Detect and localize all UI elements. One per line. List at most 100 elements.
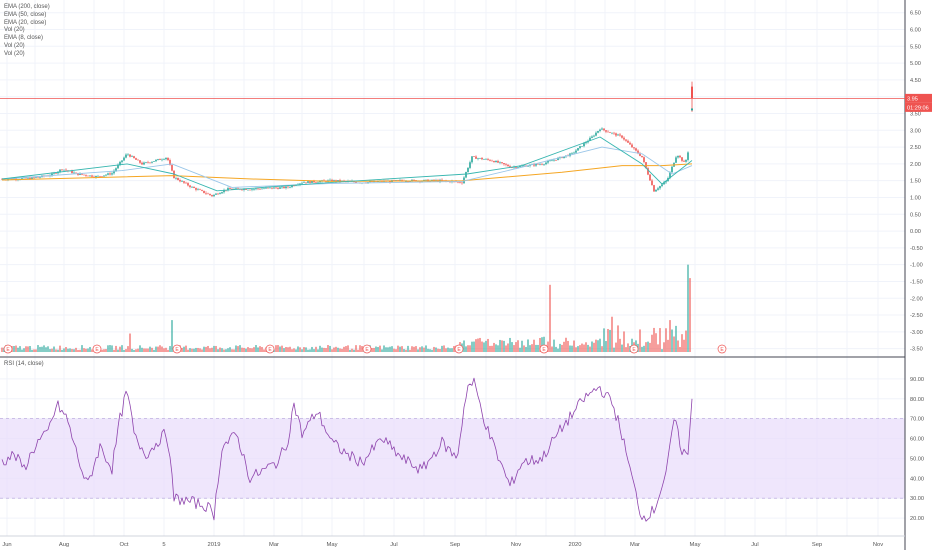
volume-bar — [293, 348, 295, 352]
rsi-pane-label[interactable]: RSI (14, close) — [4, 361, 44, 367]
price-candle — [609, 132, 611, 133]
price-candle — [65, 169, 67, 171]
price-axis[interactable]: 6.506.005.505.004.504.003.503.002.502.00… — [910, 11, 923, 353]
price-candle — [313, 180, 315, 183]
price-candle — [473, 156, 475, 157]
price-candle — [81, 173, 83, 175]
price-candle — [127, 154, 129, 156]
volume-bar — [443, 345, 445, 352]
rsi-axis-tick: 60.00 — [910, 437, 924, 443]
volume-bar — [127, 346, 129, 352]
volume-bar — [107, 345, 109, 352]
price-candle — [685, 159, 687, 162]
last-price-label: 3.95 — [907, 96, 918, 102]
volume-bar — [485, 340, 487, 352]
volume-bar — [133, 349, 135, 352]
price-candle — [87, 175, 89, 177]
volume-bar — [525, 346, 527, 352]
volume-bar — [473, 341, 475, 352]
price-candle — [541, 164, 543, 165]
volume-bar — [327, 345, 329, 352]
legend-item[interactable]: EMA (200, close) — [4, 4, 50, 10]
price-candle — [137, 159, 139, 161]
price-candle — [99, 175, 101, 177]
volume-bar — [393, 348, 395, 352]
price-candle — [209, 193, 211, 196]
legend-item[interactable]: Vol (20) — [4, 27, 25, 34]
price-candle — [481, 157, 483, 160]
volume-bar — [79, 349, 81, 352]
rsi-axis[interactable]: 90.00 80.00 70.00 60.00 50.00 40.00 30.00 20.00 — [910, 377, 924, 522]
volume-bar — [241, 347, 243, 352]
price-candle — [659, 186, 661, 189]
legend-item[interactable]: EMA (20, close) — [4, 19, 47, 26]
volume-bar — [351, 348, 353, 352]
volume-bar — [423, 347, 425, 352]
price-candle — [147, 162, 149, 163]
price-candle — [597, 130, 599, 133]
volume-bar — [499, 339, 501, 352]
volume-bar — [509, 337, 511, 352]
price-candle — [543, 164, 545, 165]
price-candle — [265, 187, 267, 189]
last-price-tag — [905, 93, 932, 103]
volume-bar — [491, 345, 493, 352]
volume-bars — [1, 264, 691, 352]
volume-bar — [319, 345, 321, 352]
price-candle — [657, 188, 659, 190]
time-axis-tick: Sep — [812, 542, 822, 548]
volume-bar — [191, 348, 193, 352]
volume-bar — [651, 334, 653, 352]
volume-bar — [535, 344, 537, 352]
rsi-axis-tick: 80.00 — [910, 397, 924, 403]
time-axis[interactable]: Jun Aug Oct 5 2019 Mar May Jul Sep Nov 2020 Mar May J… — [2, 542, 883, 548]
volume-bar — [575, 347, 577, 352]
legend-item[interactable]: EMA (8, close) — [4, 35, 44, 42]
price-candle — [103, 175, 105, 177]
volume-bar — [521, 340, 523, 352]
price-candle — [399, 180, 401, 181]
volume-bar — [435, 347, 437, 352]
price-candle — [285, 186, 287, 189]
price-candle — [169, 160, 171, 166]
price-candle — [687, 152, 689, 160]
earnings-marker-label: E — [95, 347, 99, 353]
volume-bar — [355, 345, 357, 352]
volume-bar — [55, 349, 57, 352]
volume-bar — [445, 348, 447, 352]
price-candle — [177, 177, 179, 181]
countdown-tag — [905, 102, 932, 112]
volume-bar — [415, 346, 417, 352]
volume-bar — [557, 348, 559, 352]
price-candle — [605, 130, 607, 132]
price-candle — [117, 164, 119, 169]
volume-bar — [663, 342, 665, 352]
volume-bar — [451, 348, 453, 352]
volume-bar — [305, 347, 307, 352]
price-candle — [105, 174, 107, 176]
legend-item[interactable]: Vol (20) — [4, 42, 25, 49]
rsi-band — [0, 418, 905, 499]
price-candle — [129, 154, 131, 157]
volume-bar — [155, 346, 157, 352]
price-candle — [545, 162, 547, 165]
volume-bar — [645, 342, 647, 352]
volume-bar — [281, 345, 283, 352]
legend-item[interactable]: EMA (50, close) — [4, 11, 47, 18]
price-candle — [301, 182, 303, 184]
volume-bar — [219, 347, 221, 352]
time-axis-tick: Jun — [2, 542, 11, 548]
volume-bar — [233, 349, 235, 352]
volume-bar — [401, 346, 403, 352]
volume-bar — [245, 348, 247, 352]
volume-bar — [539, 337, 541, 352]
price-candle — [315, 182, 317, 183]
price-candle — [185, 182, 187, 184]
price-candle — [261, 188, 263, 190]
price-candle — [11, 178, 13, 180]
price-axis-tick: 1.00 — [910, 195, 921, 201]
price-candle — [145, 162, 147, 163]
volume-bar — [113, 349, 115, 352]
legend-item[interactable]: Vol (20) — [4, 50, 25, 57]
